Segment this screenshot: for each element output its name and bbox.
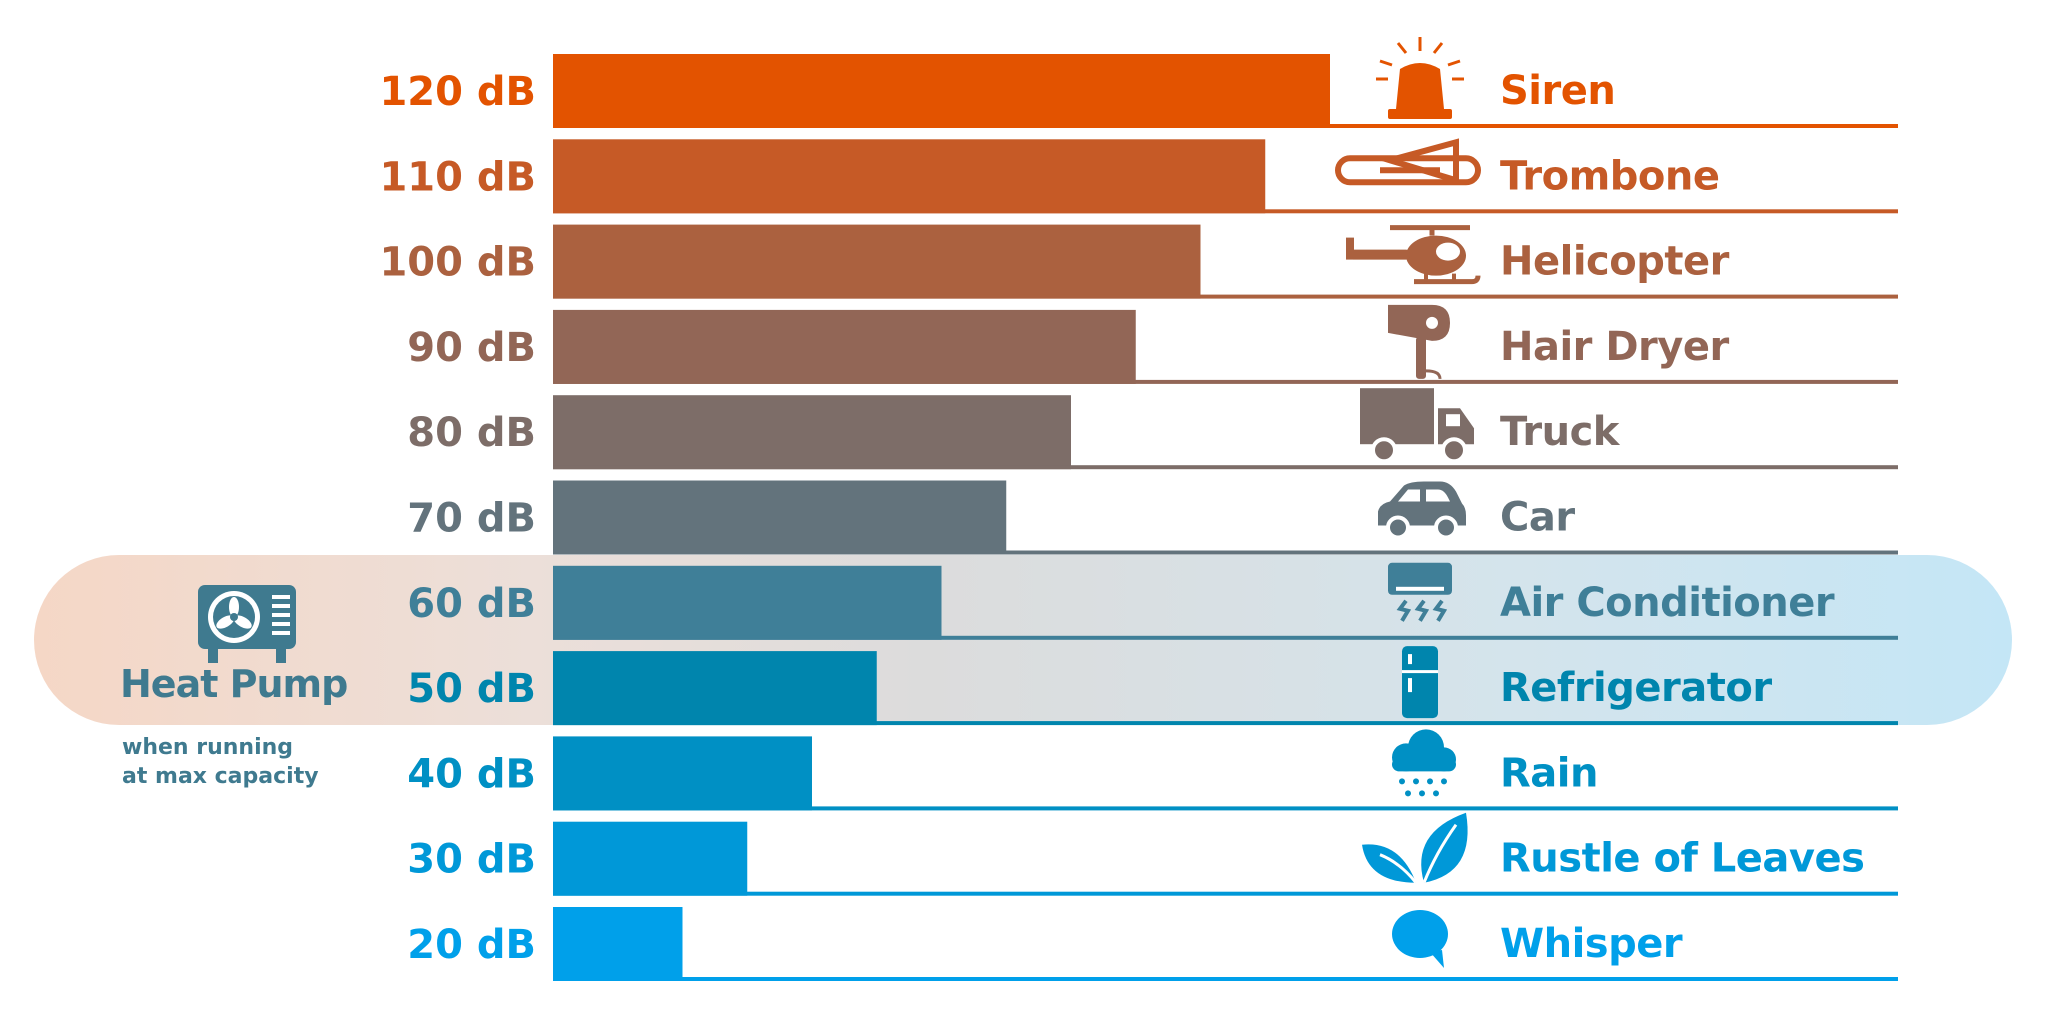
row-baseline [553, 891, 1898, 896]
row-baseline [553, 465, 1898, 470]
category-label: Whisper [1500, 921, 1683, 967]
value-label: 100 dB [379, 240, 536, 286]
category-label: Air Conditioner [1500, 580, 1835, 626]
value-label: 80 dB [407, 410, 536, 456]
rain-icon [1392, 729, 1456, 797]
heat-pump-title: Heat Pump [120, 662, 348, 706]
value-label: 50 dB [407, 666, 536, 712]
bar-whisper [553, 907, 683, 981]
row-baseline [553, 977, 1898, 981]
bar-refrigerator [553, 651, 877, 726]
category-label: Truck [1500, 409, 1621, 455]
row-baseline [553, 124, 1898, 128]
bar-truck [553, 395, 1071, 470]
value-label: 30 dB [407, 837, 536, 883]
row-baseline [553, 550, 1898, 555]
siren-icon [1376, 37, 1464, 119]
value-label: 60 dB [407, 581, 536, 627]
heat-pump-highlight-band [34, 555, 2012, 725]
bar-trombone [553, 139, 1266, 214]
category-label: Rustle of Leaves [1500, 836, 1864, 882]
bar-hair-dryer [553, 309, 1136, 384]
bar-helicopter [553, 224, 1201, 299]
category-label: Siren [1500, 68, 1615, 114]
bar-air-conditioner [553, 565, 942, 640]
value-label: 20 dB [407, 922, 536, 968]
heat-pump-icon [198, 585, 296, 663]
category-label: Refrigerator [1500, 665, 1772, 711]
air-conditioner-icon [1388, 562, 1452, 622]
bar-rain [553, 736, 812, 811]
helicopter-icon [1346, 225, 1481, 285]
refrigerator-icon [1402, 646, 1438, 719]
row-baseline [553, 806, 1898, 811]
value-label: 90 dB [407, 325, 536, 371]
value-label: 110 dB [379, 154, 536, 200]
bar-siren [553, 54, 1330, 128]
truck-icon [1360, 388, 1474, 464]
value-label: 70 dB [407, 496, 536, 542]
category-label: Rain [1500, 750, 1598, 796]
category-label: Trombone [1500, 153, 1720, 199]
bar-rustle-of-leaves [553, 821, 748, 896]
value-label: 40 dB [407, 751, 536, 797]
category-label: Helicopter [1500, 239, 1730, 285]
hair-dryer-icon [1388, 304, 1450, 380]
heat-pump-subtitle: when running at max capacity [122, 733, 319, 791]
row-baseline [553, 379, 1898, 384]
value-label: 120 dB [379, 69, 536, 115]
category-label: Car [1500, 495, 1575, 541]
row-baseline [553, 209, 1898, 214]
row-baseline [553, 294, 1898, 299]
row-baseline [553, 721, 1898, 726]
heat-pump-subtitle-line-2: at max capacity [122, 764, 319, 789]
leaves-icon [1362, 812, 1468, 884]
bar-car [553, 480, 1007, 555]
speech-bubble-icon [1392, 910, 1448, 968]
row-baseline [553, 635, 1898, 640]
car-icon [1378, 481, 1466, 540]
trombone-icon [1335, 138, 1481, 186]
heat-pump-subtitle-line-1: when running [122, 735, 294, 760]
category-label: Hair Dryer [1500, 324, 1729, 370]
